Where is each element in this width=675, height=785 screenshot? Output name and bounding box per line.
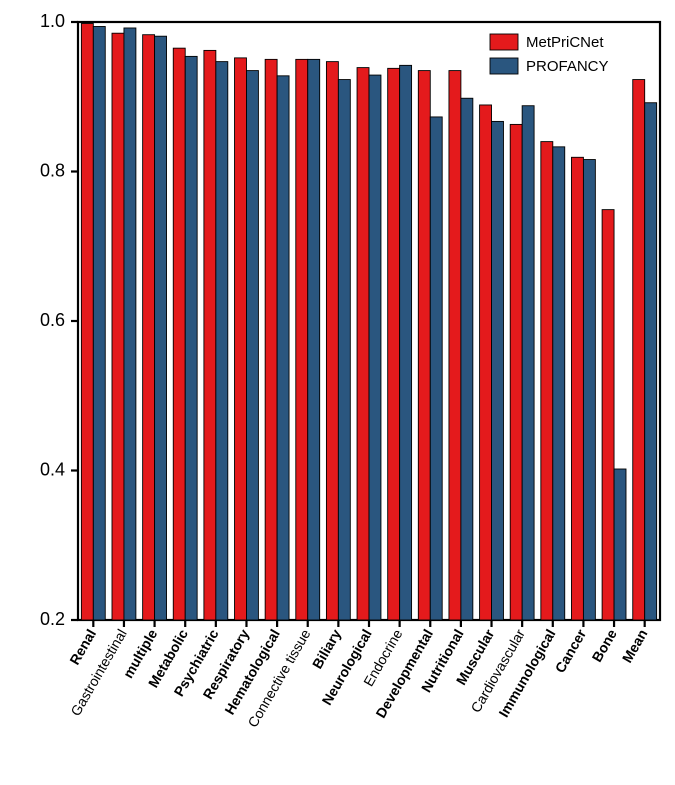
bar-metpricnet: [480, 105, 492, 620]
bar-metpricnet: [326, 62, 338, 620]
bar-metpricnet: [296, 59, 308, 620]
bar-profancy: [338, 80, 350, 620]
bar-metpricnet: [357, 68, 369, 620]
bar-profancy: [553, 147, 565, 620]
bar-metpricnet: [633, 80, 645, 620]
bar-profancy: [216, 62, 228, 620]
bar-metpricnet: [449, 71, 461, 620]
bar-profancy: [461, 98, 473, 620]
y-tick-label: 1.0: [40, 11, 65, 31]
legend-swatch: [490, 34, 518, 50]
y-tick-label: 0.2: [40, 609, 65, 629]
bar-profancy: [400, 65, 412, 620]
bar-profancy: [185, 56, 197, 620]
legend-swatch: [490, 58, 518, 74]
bar-profancy: [492, 121, 504, 620]
bar-metpricnet: [173, 48, 185, 620]
bar-metpricnet: [112, 33, 124, 620]
bar-metpricnet: [602, 210, 614, 620]
bar-profancy: [308, 59, 320, 620]
y-tick-label: 0.4: [40, 459, 65, 479]
bar-profancy: [93, 26, 105, 620]
bar-profancy: [246, 71, 258, 620]
bar-profancy: [277, 76, 289, 620]
chart-svg: 0.20.40.60.81.0RenalGastrointestinalmult…: [0, 0, 675, 785]
bar-profancy: [155, 36, 167, 620]
bar-metpricnet: [265, 59, 277, 620]
comparison-bar-chart: 0.20.40.60.81.0RenalGastrointestinalmult…: [0, 0, 675, 785]
bar-metpricnet: [204, 50, 216, 620]
legend-label: PROFANCY: [526, 58, 609, 75]
bar-profancy: [583, 160, 595, 620]
bar-metpricnet: [418, 71, 430, 620]
bar-metpricnet: [143, 35, 155, 620]
bar-profancy: [614, 469, 626, 620]
legend-label: MetPriCNet: [526, 34, 604, 51]
bar-metpricnet: [510, 124, 522, 620]
bar-profancy: [369, 75, 381, 620]
bar-profancy: [645, 103, 657, 620]
bar-metpricnet: [571, 157, 583, 620]
bar-metpricnet: [541, 142, 553, 620]
bar-profancy: [522, 106, 534, 620]
y-tick-label: 0.8: [40, 160, 65, 180]
bar-metpricnet: [235, 58, 247, 620]
bar-profancy: [430, 117, 442, 620]
bar-metpricnet: [81, 23, 93, 620]
bar-metpricnet: [388, 68, 400, 620]
y-tick-label: 0.6: [40, 310, 65, 330]
bar-profancy: [124, 28, 136, 620]
